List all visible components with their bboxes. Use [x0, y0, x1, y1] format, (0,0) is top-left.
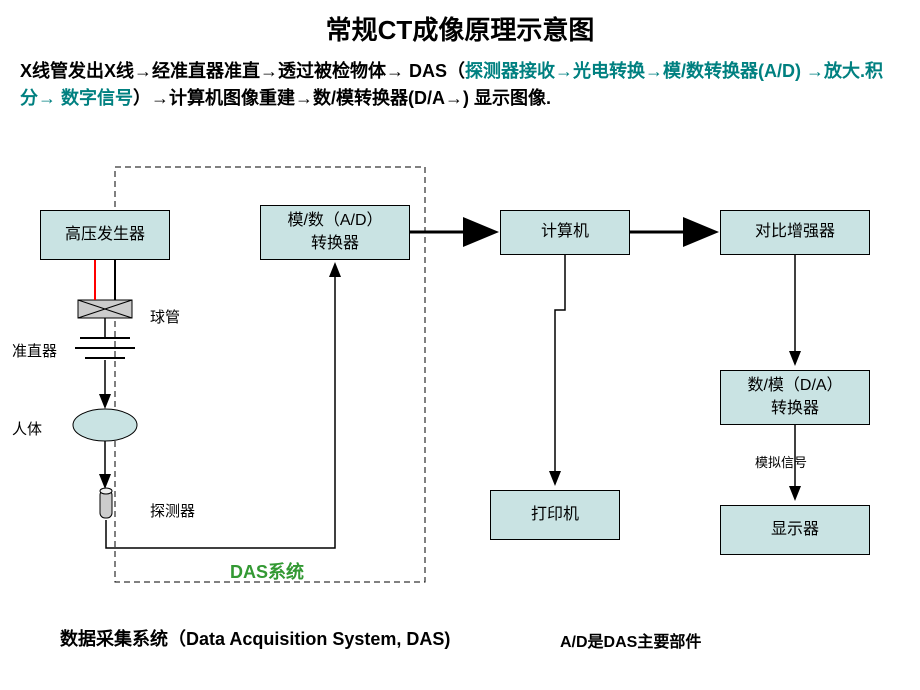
- label-collimator: 准直器: [12, 340, 57, 361]
- para-seg1: X线管发出X线→经准直器准直→透过被检物体→ DAS（: [20, 61, 465, 81]
- bottom-text-left: 数据采集系统（Data Acquisition System, DAS): [60, 625, 450, 651]
- tube-shape: [78, 300, 132, 318]
- para-seg3: ）→计算机图像重建→数/模转换器(D/A→) 显示图像.: [133, 88, 551, 108]
- bottom-text-right: A/D是DAS主要部件: [560, 628, 701, 652]
- arrow-detector-to-ad: [106, 265, 335, 548]
- label-tube: 球管: [150, 306, 180, 327]
- label-body: 人体: [12, 418, 42, 439]
- label-detector: 探测器: [150, 500, 195, 521]
- box-computer: 计算机: [500, 210, 630, 255]
- label-das-system: DAS系统: [230, 558, 304, 584]
- box-contrast-enhancer: 对比增强器: [720, 210, 870, 255]
- box-ad-converter: 模/数（A/D） 转换器: [260, 205, 410, 260]
- box-hv-generator: 高压发生器: [40, 210, 170, 260]
- page-title: 常规CT成像原理示意图: [0, 10, 920, 47]
- label-analog-signal: 模拟信号: [755, 452, 807, 471]
- body-ellipse: [73, 409, 137, 441]
- box-da-converter: 数/模（D/A） 转换器: [720, 370, 870, 425]
- box-printer: 打印机: [490, 490, 620, 540]
- box-display: 显示器: [720, 505, 870, 555]
- detector-shape: [100, 490, 112, 518]
- description-paragraph: X线管发出X线→经准直器准直→透过被检物体→ DAS（探测器接收→光电转换→模/…: [20, 58, 900, 112]
- arrow-computer-to-printer: [555, 255, 565, 483]
